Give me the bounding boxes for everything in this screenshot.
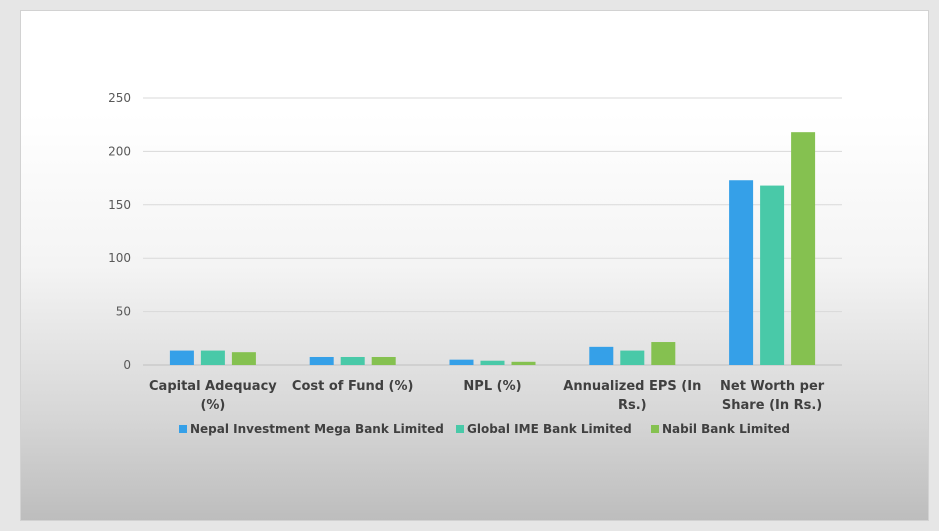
y-tick-label: 100 bbox=[108, 251, 131, 265]
x-category-label: Rs.) bbox=[618, 398, 647, 413]
bar bbox=[620, 350, 645, 365]
legend-swatch bbox=[179, 425, 187, 433]
x-category-label: Annualized EPS (In bbox=[563, 379, 701, 394]
bar bbox=[651, 342, 676, 365]
bar bbox=[371, 356, 396, 365]
legend-label: Nepal Investment Mega Bank Limited bbox=[190, 422, 444, 436]
y-tick-label: 250 bbox=[108, 91, 131, 105]
bar bbox=[309, 356, 334, 365]
bar bbox=[340, 356, 365, 365]
bar bbox=[449, 359, 474, 365]
legend-label: Nabil Bank Limited bbox=[662, 422, 790, 436]
bar bbox=[729, 180, 754, 365]
legend-swatch bbox=[651, 425, 659, 433]
legend-swatch bbox=[456, 425, 464, 433]
x-category-label: Cost of Fund (%) bbox=[292, 379, 414, 394]
bar bbox=[511, 361, 536, 365]
bar bbox=[791, 132, 816, 365]
bar bbox=[231, 352, 256, 365]
bar bbox=[169, 350, 194, 365]
y-tick-label: 0 bbox=[123, 358, 131, 372]
bar bbox=[200, 350, 225, 365]
bar bbox=[760, 185, 785, 365]
x-category-label: Share (In Rs.) bbox=[722, 398, 822, 413]
y-tick-label: 200 bbox=[108, 144, 131, 158]
x-category-label: NPL (%) bbox=[463, 379, 521, 394]
bar bbox=[480, 360, 505, 365]
x-category-label: (%) bbox=[200, 398, 225, 413]
x-category-label: Net Worth per bbox=[720, 379, 825, 394]
legend-label: Global IME Bank Limited bbox=[467, 422, 632, 436]
y-tick-label: 50 bbox=[116, 305, 131, 319]
x-category-label: Capital Adequacy bbox=[149, 379, 277, 394]
y-tick-label: 150 bbox=[108, 198, 131, 212]
bar bbox=[589, 346, 614, 365]
